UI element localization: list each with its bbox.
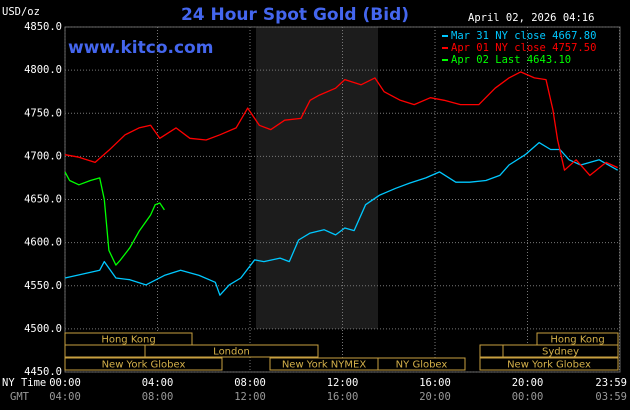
x-tick-label: 23:59	[595, 377, 627, 389]
x-tick-label: 16:00	[419, 377, 451, 389]
x-row-label: GMT	[10, 391, 30, 403]
session-label: New York Globex	[102, 360, 186, 371]
y-tick-label: 4800.0	[24, 64, 62, 76]
session-box	[502, 344, 619, 358]
nymex-shade	[256, 27, 378, 329]
x-tick-label: 08:00	[234, 377, 266, 389]
session-box	[64, 332, 193, 346]
source: www.kitco.com	[68, 38, 213, 58]
session-box	[144, 344, 319, 358]
timestamp: April 02, 2026 04:16	[468, 12, 594, 24]
y-tick-label: 4550.0	[24, 280, 62, 292]
session-label: New York Globex	[507, 360, 591, 371]
series-line	[64, 71, 618, 177]
gmt-tick-label: 20:00	[419, 391, 451, 403]
x-row-label: NY Time	[2, 377, 46, 389]
legend-label: Apr 02 Last 4643.10	[451, 54, 571, 66]
y-tick-label: 4500.0	[24, 323, 62, 335]
session-label: NY Globex	[396, 360, 448, 371]
session-box	[479, 344, 504, 358]
gmt-tick-label: 04:00	[49, 391, 81, 403]
chart-title: 24 Hour Spot Gold (Bid)	[181, 5, 409, 25]
x-tick-label: 12:00	[327, 377, 359, 389]
session-label: Hong Kong	[101, 335, 155, 346]
session-box	[377, 357, 466, 371]
legend-label: Mar 31 NY close 4667.80	[451, 30, 596, 42]
y-tick-label: 4600.0	[24, 237, 62, 249]
gmt-tick-label: 03:59	[595, 391, 627, 403]
session-box	[64, 357, 223, 371]
session-box	[64, 344, 146, 358]
y-tick-label: 4850.0	[24, 21, 62, 33]
gmt-tick-label: 08:00	[142, 391, 174, 403]
session-label: Hong Kong	[550, 335, 604, 346]
session-label: Sydney	[542, 347, 579, 358]
series-line	[64, 171, 165, 266]
session-box	[479, 357, 619, 371]
x-tick-label: 04:00	[142, 377, 174, 389]
gmt-tick-label: 00:00	[512, 391, 544, 403]
series-line	[64, 141, 619, 296]
y-tick-label: 4750.0	[24, 107, 62, 119]
session-label: New York NYMEX	[282, 360, 367, 371]
session-label: London	[213, 347, 250, 358]
legend-label: Apr 01 NY close 4757.50	[451, 42, 596, 54]
x-tick-label: 00:00	[49, 377, 81, 389]
x-tick-label: 20:00	[512, 377, 544, 389]
gmt-tick-label: 16:00	[327, 391, 359, 403]
y-tick-label: 4450.0	[24, 366, 62, 378]
y-tick-label: 4650.0	[24, 194, 62, 206]
y-tick-label: 4700.0	[24, 150, 62, 162]
gmt-tick-label: 12:00	[234, 391, 266, 403]
y-axis-label: USD/oz	[2, 6, 40, 18]
